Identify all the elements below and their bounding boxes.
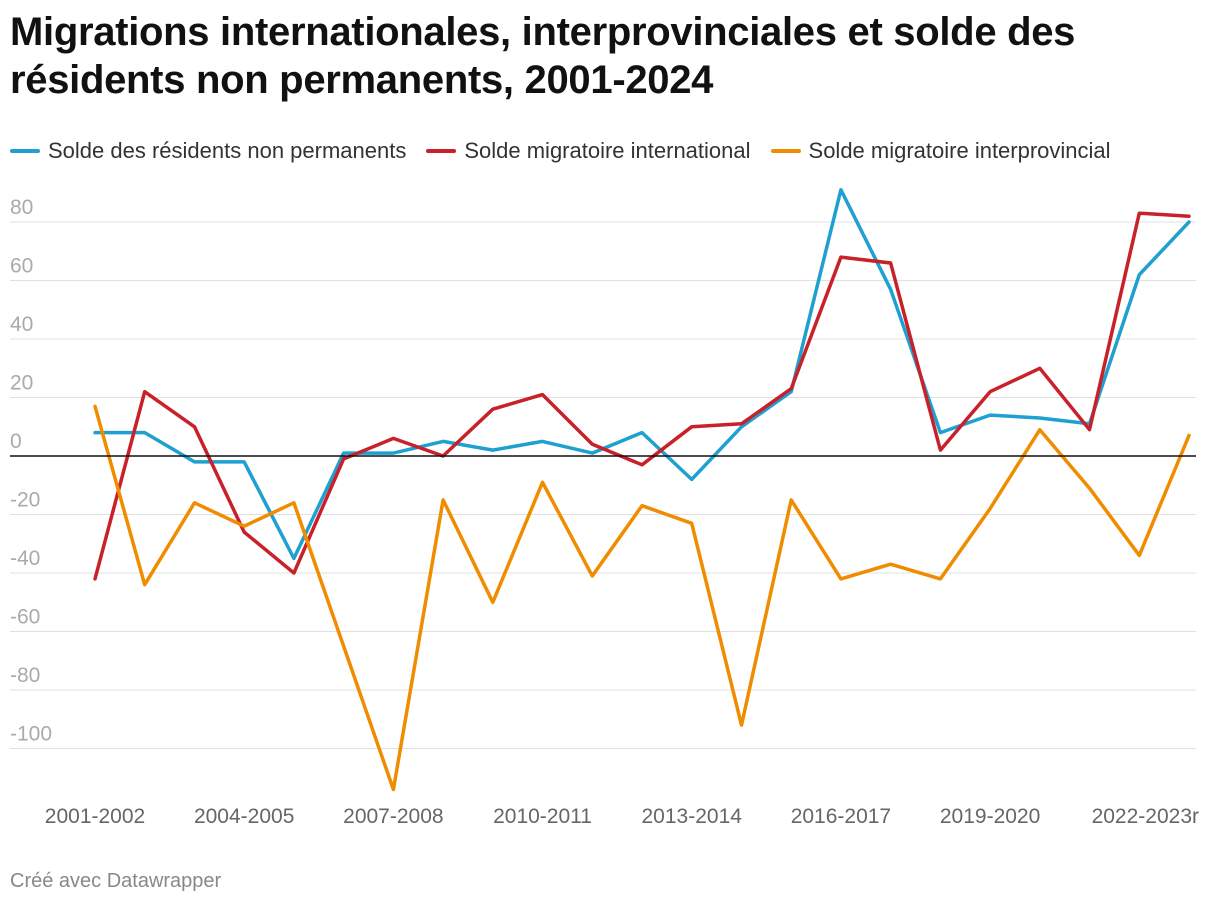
- legend-swatch-non-permanent-residents: [10, 149, 40, 153]
- legend-label-non-permanent-residents: Solde des résidents non permanents: [48, 138, 407, 163]
- x-tick-label: 2001-2002: [45, 805, 145, 828]
- x-tick-label: 2004-2005: [194, 805, 294, 828]
- x-tick-label: 2016-2017: [791, 805, 891, 828]
- series-line-0: [93, 188, 1191, 561]
- series-line-2: [93, 404, 1191, 792]
- y-tick-label: -20: [10, 489, 40, 512]
- y-tick-label: 0: [10, 430, 22, 453]
- legend-swatch-interprovincial: [770, 149, 801, 153]
- legend-swatch-international: [426, 149, 457, 153]
- x-tick-label: 2022-2023r: [1092, 805, 1199, 828]
- x-tick-label: 2007-2008: [343, 805, 443, 828]
- legend-item-interprovincial: Solde migratoire interprovincial: [770, 138, 1111, 164]
- y-tick-label: -40: [10, 547, 40, 570]
- y-tick-label: 80: [10, 196, 33, 219]
- legend-item-non-permanent-residents: Solde des résidents non permanents: [10, 138, 406, 164]
- legend-label-interprovincial: Solde migratoire interprovincial: [808, 138, 1111, 163]
- y-tick-label: -60: [10, 606, 40, 629]
- series-line-1: [93, 211, 1191, 581]
- x-tick-label: 2019-2020: [940, 805, 1040, 828]
- y-tick-label: 20: [10, 372, 33, 395]
- legend-label-international: Solde migratoire international: [464, 138, 751, 163]
- legend-item-international: Solde migratoire international: [426, 138, 751, 164]
- chart-title: Migrations internationales, interprovinc…: [10, 10, 1076, 102]
- y-tick-label: 60: [10, 255, 33, 278]
- y-tick-label: 40: [10, 313, 33, 336]
- footer-credit: Créé avec Datawrapper: [10, 870, 222, 892]
- line-chart: 80 60 40 20 0 -20 -40 -60 -80 -100 2001-2002 2004-2…: [10, 188, 1199, 828]
- x-tick-label: 2013-2014: [642, 805, 743, 828]
- chart-legend: Solde des résidents non permanents Solde…: [10, 136, 1131, 166]
- y-tick-label: -100: [10, 723, 52, 746]
- y-tick-label: -80: [10, 664, 40, 687]
- x-tick-label: 2010-2011: [493, 805, 592, 828]
